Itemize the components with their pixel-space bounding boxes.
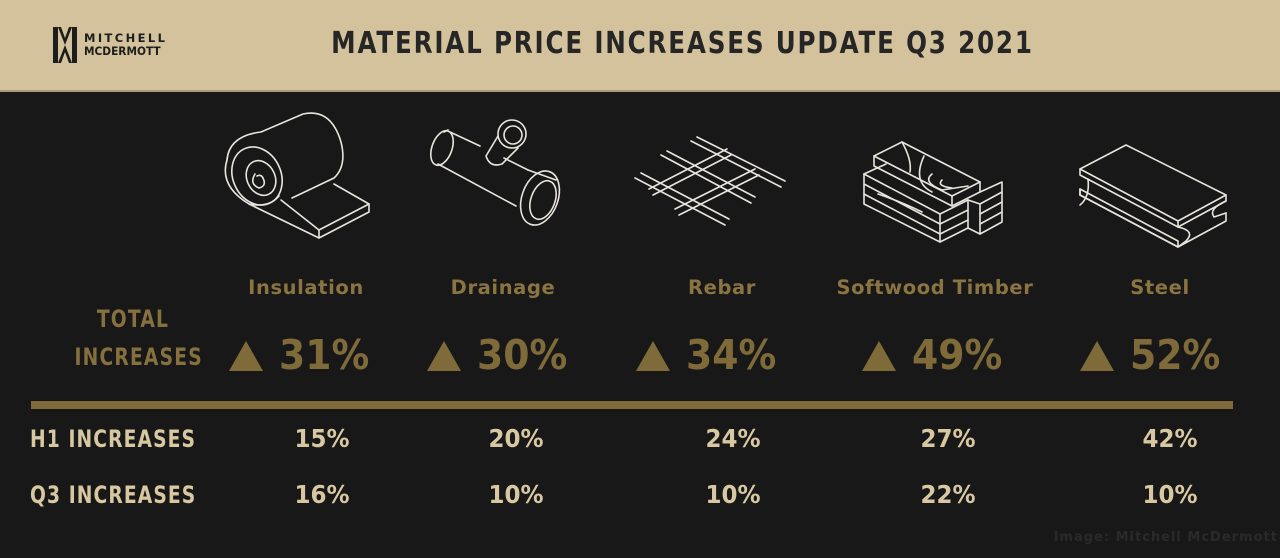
total-value: 31%	[279, 331, 370, 379]
rebar-mesh-icon	[633, 136, 793, 230]
total-increases-label: TOTAL INCREASES	[74, 300, 203, 376]
q3-value-insulation: 16%	[294, 480, 350, 509]
total-increase-drainage: 30%	[427, 330, 575, 380]
up-triangle-icon	[1080, 341, 1114, 371]
logo-line-2: MCDERMOTT	[84, 44, 161, 58]
h1-value-rebar: 24%	[705, 424, 761, 453]
page-title: MATERIAL PRICE INCREASES UPDATE Q3 2021	[331, 26, 1034, 61]
up-triangle-icon	[229, 341, 263, 371]
total-value: 30%	[477, 331, 568, 379]
insulation-roll-icon	[219, 112, 370, 241]
total-label-line-1: TOTAL	[96, 305, 170, 333]
company-logo: MITCHELL MCDERMOTT	[52, 26, 167, 64]
q3-value-drainage: 10%	[488, 480, 544, 509]
q3-value-steel: 10%	[1142, 480, 1198, 509]
h1-value-steel: 42%	[1142, 424, 1198, 453]
up-triangle-icon	[636, 341, 670, 371]
category-label-drainage: Drainage	[450, 276, 556, 299]
category-label-steel: Steel	[1130, 276, 1190, 299]
total-value: 52%	[1130, 331, 1221, 379]
category-label-insulation: Insulation	[248, 276, 364, 299]
total-increase-rebar: 34%	[636, 330, 784, 380]
h1-value-softwood-timber: 27%	[920, 424, 976, 453]
h1-value-drainage: 20%	[488, 424, 544, 453]
q3-increases-label: Q3 INCREASES	[30, 481, 197, 509]
drainage-pipe-icon	[428, 119, 568, 234]
total-increase-insulation: 31%	[229, 330, 377, 380]
logo-line-1: MITCHELL	[84, 31, 168, 45]
total-increase-steel: 52%	[1080, 330, 1228, 380]
h1-increases-label: H1 INCREASES	[30, 425, 197, 453]
header-banner: MITCHELL MCDERMOTT MATERIAL PRICE INCREA…	[0, 0, 1280, 92]
up-triangle-icon	[862, 341, 896, 371]
gold-divider	[31, 401, 1233, 409]
category-label-softwood-timber: Softwood Timber	[836, 276, 1034, 299]
image-credit: Image: Mitchell McDermott	[1053, 530, 1278, 545]
steel-beam-icon	[1078, 144, 1228, 250]
category-label-rebar: Rebar	[688, 276, 756, 299]
q3-value-softwood-timber: 22%	[920, 480, 976, 509]
timber-stack-icon	[862, 141, 1007, 243]
h1-value-insulation: 15%	[294, 424, 350, 453]
total-value: 49%	[912, 331, 1003, 379]
total-increase-softwood-timber: 49%	[862, 330, 1010, 380]
total-label-line-2: INCREASES	[74, 343, 203, 371]
q3-value-rebar: 10%	[705, 480, 761, 509]
mm-monogram-icon	[53, 27, 77, 63]
up-triangle-icon	[427, 341, 461, 371]
total-value: 34%	[686, 331, 777, 379]
